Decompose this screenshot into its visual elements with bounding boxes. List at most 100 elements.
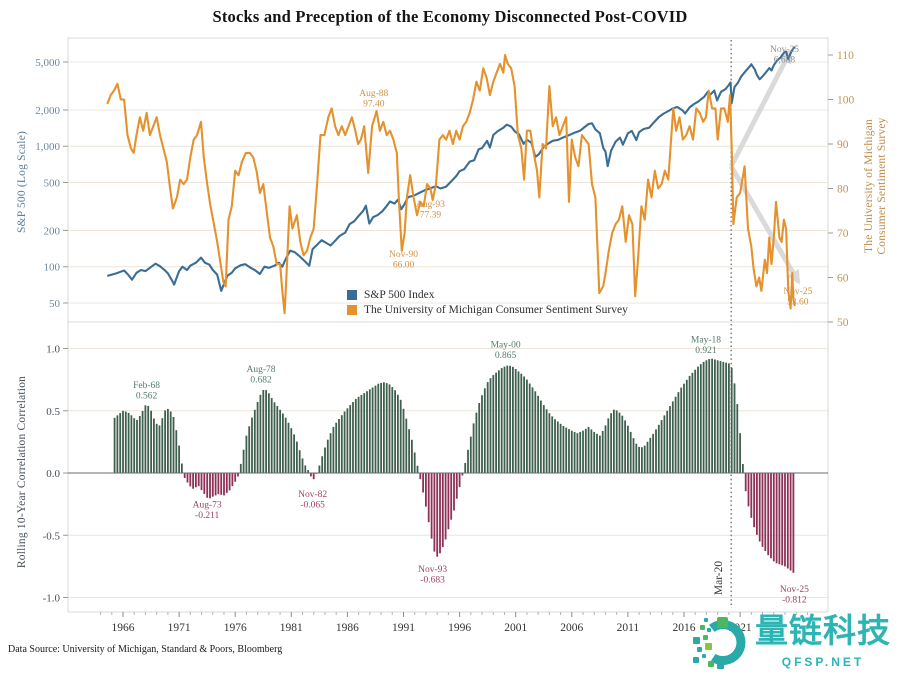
x-axis-year-label: 1996	[448, 622, 471, 634]
correlation-bar	[209, 473, 211, 499]
correlation-bar	[540, 400, 542, 473]
correlation-axis-label: Rolling 10-Year Correlation Correlation	[16, 375, 28, 569]
correlation-bar	[770, 473, 772, 559]
legend-swatch	[347, 289, 357, 300]
correlation-bar	[200, 473, 203, 491]
annotation-aug-78: Aug-78 0.682	[246, 365, 275, 386]
correlation-bar	[674, 396, 677, 473]
sentiment-line	[106, 53, 796, 315]
correlation-bar	[363, 393, 366, 473]
correlation-tick-label: -1.0	[43, 593, 61, 605]
correlation-bar	[736, 404, 739, 473]
correlation-bar	[685, 379, 688, 473]
correlation-bar	[742, 464, 744, 473]
correlation-bar	[655, 429, 657, 473]
correlation-bar	[265, 390, 267, 473]
correlation-bar	[296, 441, 298, 473]
correlation-bar	[195, 473, 197, 488]
correlation-bar	[489, 378, 492, 473]
correlation-bar	[394, 390, 396, 473]
data-source: Data Source: University of Michigan, Sta…	[8, 644, 283, 655]
correlation-bar	[694, 369, 697, 473]
correlation-bar	[304, 465, 307, 473]
correlation-bar	[481, 395, 483, 473]
watermark: 量链科技 QFSP.NET	[690, 612, 898, 674]
sentiment-tick-label: 70	[837, 228, 849, 240]
correlation-bar	[444, 473, 447, 540]
sp500-tick-label: 100	[44, 262, 61, 274]
correlation-bar	[282, 413, 284, 473]
correlation-bar	[360, 394, 363, 473]
correlation-bar	[702, 361, 705, 473]
sp500-tick-label: 5,000	[35, 57, 60, 69]
correlation-bar	[301, 458, 304, 473]
correlation-bar	[352, 402, 354, 473]
correlation-bar	[116, 415, 119, 473]
correlation-bar	[716, 360, 719, 473]
correlation-bar	[725, 362, 727, 473]
correlation-bar	[722, 361, 725, 473]
correlation-bar	[545, 409, 548, 473]
correlation-bar	[124, 411, 127, 473]
correlation-bar	[613, 409, 615, 473]
correlation-bar	[340, 415, 343, 473]
chart-title: Stocks and Preception of the Economy Dis…	[212, 7, 688, 26]
x-axis-year-label: 1986	[336, 622, 359, 634]
correlation-bar	[582, 430, 584, 473]
correlation-bar	[450, 473, 453, 520]
correlation-bar	[318, 465, 321, 473]
correlation-bar	[666, 410, 669, 474]
correlation-bar	[615, 410, 618, 473]
correlation-bar	[197, 473, 200, 487]
correlation-bar	[374, 385, 377, 473]
annotation-nov-90: Nov-90 66.00	[389, 250, 418, 271]
correlation-bar	[321, 456, 324, 473]
watermark-domain: QFSP.NET	[781, 655, 865, 669]
correlation-bar	[621, 415, 624, 473]
correlation-bar	[601, 431, 604, 473]
correlation-bar	[764, 473, 767, 551]
correlation-bar	[520, 373, 523, 473]
correlation-bar	[688, 375, 691, 473]
correlation-bar	[256, 402, 259, 473]
correlation-bar	[447, 473, 450, 530]
correlation-bar	[189, 473, 192, 487]
correlation-bar	[512, 366, 514, 473]
annotation-feb-68: Feb-68 0.562	[133, 381, 160, 402]
correlation-bar	[133, 418, 136, 473]
correlation-bar	[607, 418, 610, 473]
sp500-tick-label: 1,000	[35, 141, 60, 153]
legend-label: S&P 500 Index	[364, 288, 435, 301]
correlation-bar	[178, 445, 180, 473]
correlation-bar	[531, 387, 534, 473]
correlation-bar	[368, 389, 371, 473]
correlation-bar	[245, 435, 248, 473]
correlation-bar	[739, 433, 741, 473]
correlation-bar	[399, 399, 402, 473]
correlation-bar	[719, 361, 722, 473]
correlation-bar	[408, 429, 410, 473]
correlation-bar	[464, 463, 467, 473]
correlation-bar	[576, 433, 579, 473]
sentiment-tick-label: 50	[837, 317, 849, 329]
correlation-bar	[537, 395, 539, 473]
sentiment-axis-label-line2: Consumer Sentiment Survey	[876, 117, 888, 255]
correlation-bar	[138, 416, 141, 473]
correlation-bar	[467, 449, 469, 473]
correlation-bar	[141, 411, 144, 473]
correlation-bar	[711, 358, 713, 473]
correlation-bar	[169, 411, 172, 473]
annotation-may-18: May-18 0.921	[691, 335, 721, 356]
correlation-bar	[587, 426, 590, 473]
sp500-line	[107, 46, 796, 292]
correlation-bar	[239, 463, 242, 473]
correlation-bar	[402, 408, 405, 473]
correlation-bar	[357, 396, 360, 473]
correlation-bar	[604, 425, 607, 473]
correlation-bar	[472, 423, 475, 473]
correlation-bar	[503, 366, 506, 473]
top-panel-border	[67, 37, 829, 323]
correlation-bar	[570, 430, 573, 473]
